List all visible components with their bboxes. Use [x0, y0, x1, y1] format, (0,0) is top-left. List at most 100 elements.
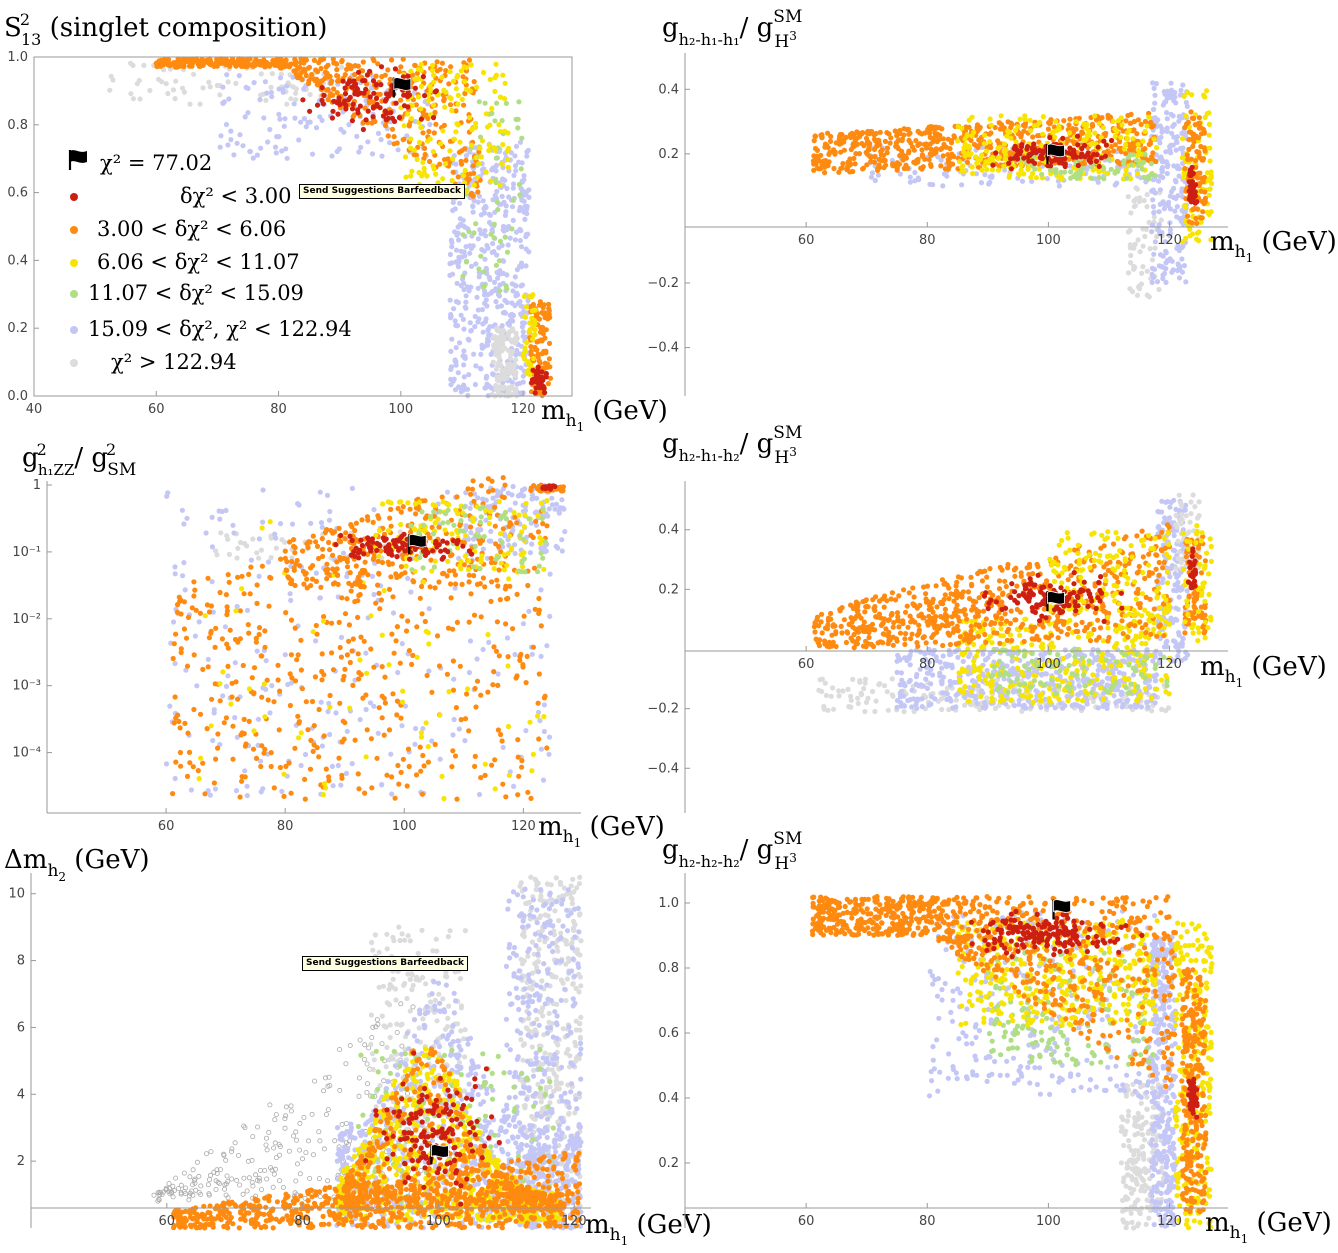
scatter-point — [301, 56, 307, 62]
scatter-point — [354, 133, 360, 139]
scatter-point — [1024, 146, 1030, 152]
scatter-point — [506, 523, 512, 530]
scatter-point — [181, 521, 187, 527]
scatter-point — [171, 720, 177, 726]
scatter-point — [292, 745, 298, 751]
scatter-point — [452, 318, 458, 324]
scatter-point — [1161, 206, 1167, 212]
scatter-point — [450, 207, 456, 214]
scatter-point — [524, 340, 530, 346]
scatter-point — [405, 111, 411, 117]
scatter-point — [512, 237, 519, 243]
scatter-point — [499, 118, 505, 124]
scatter-point — [483, 233, 489, 239]
scatter-point — [235, 574, 241, 580]
scatter-point — [237, 794, 243, 800]
scatter-point — [508, 317, 515, 323]
scatter-point — [301, 60, 307, 66]
scatter-point — [865, 139, 871, 145]
scatter-point — [469, 190, 475, 196]
scatter-point — [399, 641, 405, 647]
scatter-point — [1083, 136, 1089, 142]
scatter-point — [1074, 175, 1080, 181]
scatter-point — [502, 80, 508, 86]
scatter-point — [244, 793, 250, 799]
scatter-point — [296, 137, 302, 143]
scatter-point — [404, 783, 410, 789]
scatter-point — [376, 705, 382, 711]
scatter-point — [108, 73, 114, 79]
scatter-point — [418, 106, 424, 112]
scatter-point — [200, 666, 206, 673]
scatter-point — [1146, 141, 1152, 147]
scatter-point — [1179, 256, 1185, 262]
scatter-point — [422, 618, 428, 625]
scatter-point — [1033, 150, 1039, 156]
scatter-point — [302, 751, 309, 758]
scatter-point — [247, 148, 253, 155]
scatter-point — [488, 231, 494, 237]
scatter-point — [417, 139, 423, 146]
scatter-point — [1170, 113, 1176, 119]
scatter-point — [283, 610, 289, 616]
scatter-point — [559, 537, 565, 543]
scatter-point — [427, 83, 433, 89]
scatter-point — [281, 61, 287, 67]
scatter-point — [262, 714, 268, 720]
scatter-point — [380, 113, 386, 119]
scatter-point — [1204, 88, 1210, 94]
scatter-point — [1073, 119, 1079, 125]
scatter-point — [291, 567, 297, 573]
scatter-point — [1033, 175, 1039, 181]
scatter-point — [1163, 279, 1169, 285]
scatter-point — [1182, 165, 1188, 172]
scatter-point — [282, 555, 288, 561]
scatter-point — [492, 75, 498, 81]
scatter-point — [492, 786, 498, 792]
scatter-point — [500, 258, 507, 264]
scatter-point — [490, 359, 496, 365]
scatter-point — [1086, 157, 1092, 163]
scatter-point — [376, 515, 382, 521]
scatter-point — [911, 147, 917, 153]
scatter-point — [542, 693, 548, 699]
scatter-point — [522, 356, 528, 362]
scatter-point — [1100, 125, 1106, 131]
scatter-point — [1089, 175, 1095, 181]
scatter-point — [1151, 136, 1157, 142]
scatter-point — [546, 356, 553, 362]
scatter-point — [368, 613, 374, 619]
scatter-point — [223, 121, 230, 128]
scatter-point — [520, 373, 526, 379]
scatter-point — [1018, 162, 1024, 168]
scatter-point — [1016, 171, 1022, 177]
scatter-point — [394, 698, 400, 704]
scatter-point — [361, 638, 367, 644]
scatter-point — [282, 548, 288, 554]
scatter-point — [532, 332, 538, 338]
scatter-point — [500, 475, 506, 481]
scatter-point — [1164, 110, 1170, 116]
scatter-point — [234, 140, 240, 146]
scatter-point — [516, 208, 523, 214]
scatter-point — [490, 371, 496, 377]
scatter-point — [490, 334, 497, 340]
scatter-point — [474, 656, 480, 662]
scatter-point — [405, 618, 411, 624]
scatter-point — [248, 557, 254, 563]
scatter-point — [226, 551, 232, 558]
scatter-point — [485, 327, 491, 333]
scatter-point — [516, 512, 522, 518]
scatter-point — [276, 62, 283, 68]
scatter-point — [416, 169, 422, 176]
scatter-point — [350, 682, 356, 689]
scatter-point — [431, 130, 437, 136]
scatter-point — [262, 79, 268, 85]
scatter-point — [1146, 114, 1152, 120]
scatter-point — [498, 531, 504, 537]
scatter-point — [1158, 154, 1164, 160]
scatter-point — [494, 619, 500, 625]
scatter-point — [1163, 149, 1169, 155]
scatter-point — [533, 370, 539, 376]
scatter-point — [224, 612, 230, 618]
